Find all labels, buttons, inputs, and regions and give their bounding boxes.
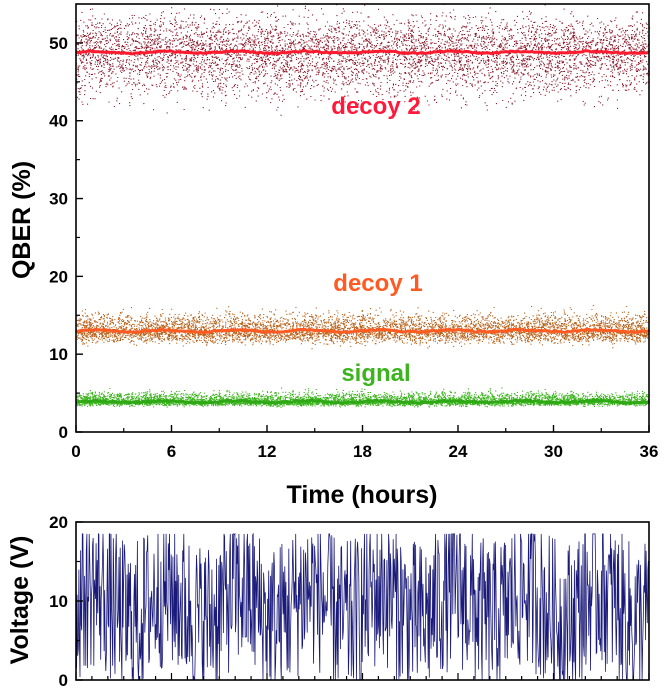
x-tick-label: 12 <box>258 442 277 461</box>
scatter-points-2 <box>76 387 651 408</box>
qber-scatter-layer <box>76 3 651 408</box>
series-label-decoy-2: decoy 2 <box>331 93 420 120</box>
x-tick-label: 18 <box>353 442 372 461</box>
x-tick-label: 6 <box>167 442 176 461</box>
scatter-decoy-1 <box>76 305 650 350</box>
mean-line-decoy-1 <box>75 327 650 334</box>
x-tick-label: 36 <box>640 442 659 461</box>
scatter-points-0 <box>76 3 651 116</box>
mean-line-decoy-2 <box>75 49 650 56</box>
x-tick-label: 30 <box>544 442 563 461</box>
voltage-y-tick-label: 10 <box>49 592 68 611</box>
qber-y-axis-label: QBER (%) <box>8 161 36 279</box>
series-label-decoy-1: decoy 1 <box>333 270 422 297</box>
y-tick-label: 20 <box>49 267 68 286</box>
x-tick-label: 0 <box>71 442 80 461</box>
voltage-ticks: 0 10 20 <box>49 513 650 690</box>
y-tick-label: 40 <box>49 112 68 131</box>
y-tick-label: 10 <box>49 345 68 364</box>
voltage-y-axis-label: Voltage (V) <box>6 536 34 665</box>
y-tick-label: 50 <box>49 34 68 53</box>
series-label-signal: signal <box>341 360 410 387</box>
x-tick-label: 24 <box>449 442 468 461</box>
scatter-decoy-2 <box>76 3 651 116</box>
scatter-points-1 <box>76 305 650 350</box>
qber-x-axis-label: Time (hours) <box>287 481 438 509</box>
y-tick-label: 30 <box>49 190 68 209</box>
y-tick-label: 0 <box>59 423 68 442</box>
qber-ticks: 0 6 12 18 24 30 36 0 10 20 30 40 50 <box>49 34 658 461</box>
qber-series-labels: decoy 2 decoy 1 signal <box>331 93 422 387</box>
qber-mean-lines <box>75 49 650 405</box>
voltage-y-tick-label: 20 <box>49 513 68 532</box>
voltage-plot: 0 10 20 Voltage (V) <box>6 513 650 690</box>
qber-plot: 0 6 12 18 24 30 36 0 10 20 30 40 50 decoy 2 decoy 1 … <box>8 3 658 509</box>
scatter-signal <box>76 387 651 408</box>
voltage-y-tick-label: 0 <box>59 671 68 690</box>
mean-line-signal <box>75 398 650 405</box>
voltage-line <box>75 532 650 681</box>
